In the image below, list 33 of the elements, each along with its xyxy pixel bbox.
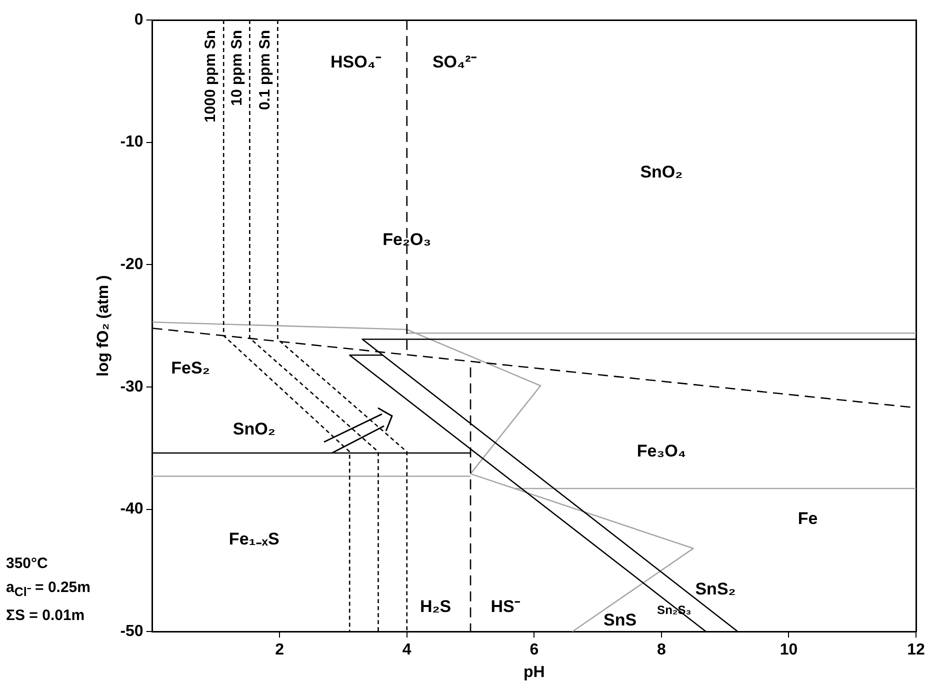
text: 350°C <box>6 554 49 574</box>
annotation: SnO₂ <box>640 162 683 182</box>
x-tick-label: 8 <box>656 642 666 659</box>
text: 1000 ppm Sn <box>202 30 220 123</box>
text: 10 ppm Sn <box>228 30 246 106</box>
annotation: Fe₃O₄ <box>636 441 686 460</box>
x-axis-title: pH <box>524 664 545 681</box>
y-tick-label: -20 <box>120 256 144 274</box>
annotation: SnS₂ <box>695 580 736 599</box>
text: a$_{Cl⁻}$ = 0.25m <box>6 578 90 601</box>
x-tick-label: 4 <box>402 642 412 659</box>
y-tick-label: -40 <box>120 500 144 518</box>
annotation: SnO₂ <box>232 419 276 438</box>
y-tick-label: -30 <box>120 378 144 396</box>
y-tick-label: 0 <box>134 11 144 28</box>
annotation: SO₄²⁻ <box>432 52 477 72</box>
y-tick-label: -50 <box>120 623 144 640</box>
annotation: Fe₂O₃ <box>382 230 432 249</box>
x-tick-label: 12 <box>907 642 925 659</box>
text: ΣS = 0.01m <box>6 606 86 626</box>
annotation: HS⁻ <box>490 596 520 616</box>
x-tick-label: 10 <box>780 642 798 659</box>
annotation: HSO₄⁻ <box>330 52 382 72</box>
annotation: Fe <box>798 508 818 528</box>
annotation: Fe₁₋ₓS <box>228 530 280 549</box>
text: 0.1 ppm Sn <box>256 30 274 110</box>
annotation: SnS <box>604 610 637 630</box>
x-tick-label: 2 <box>275 642 284 659</box>
y-tick-label: -10 <box>120 134 144 151</box>
y-axis-title: log fO₂ (atm ) <box>95 275 112 376</box>
x-tick-label: 6 <box>530 642 539 659</box>
annotation: H₂S <box>420 596 452 616</box>
annotation: FeS₂ <box>171 358 210 378</box>
